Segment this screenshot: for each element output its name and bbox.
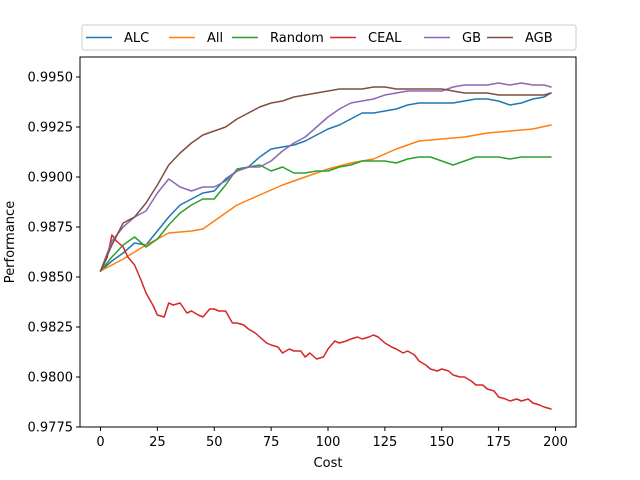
y-tick-label: 0.9800 xyxy=(28,371,74,386)
series-layer xyxy=(99,82,552,410)
x-axis-label: Cost xyxy=(314,456,343,471)
y-axis: 0.9775 0.9800 0.9825 0.9850 0.9875 0.9900 0.99… xyxy=(28,71,80,436)
legend-label-agb: AGB xyxy=(525,31,553,46)
x-tick-label: 200 xyxy=(543,435,568,450)
x-tick-label: 100 xyxy=(316,435,341,450)
legend-label-all: All xyxy=(207,31,223,46)
y-axis-label: Performance xyxy=(3,201,18,283)
x-tick-label: 150 xyxy=(429,435,454,450)
x-tick-label: 75 xyxy=(263,435,280,450)
legend-label-random: Random xyxy=(270,31,324,46)
series-line-random xyxy=(99,156,552,272)
x-tick-label: 25 xyxy=(149,435,166,450)
y-tick-label: 0.9900 xyxy=(28,171,74,186)
x-tick-label: 175 xyxy=(486,435,511,450)
y-tick-label: 0.9875 xyxy=(28,221,74,236)
x-axis: 0 25 50 75 100 125 150 175 200 xyxy=(96,427,568,450)
y-tick-label: 0.9775 xyxy=(28,421,74,436)
series-line-agb xyxy=(99,86,552,272)
y-tick-label: 0.9950 xyxy=(28,71,74,86)
x-tick-label: 0 xyxy=(96,435,104,450)
legend: ALC All Random CEAL GB AGB xyxy=(81,24,577,51)
series-line-ceal xyxy=(99,234,552,410)
y-tick-label: 0.9825 xyxy=(28,321,74,336)
series-line-gb xyxy=(99,82,552,272)
series-line-alc xyxy=(99,92,552,272)
legend-label-gb: GB xyxy=(462,31,481,46)
y-tick-label: 0.9850 xyxy=(28,271,74,286)
y-tick-label: 0.9925 xyxy=(28,121,74,136)
x-tick-label: 125 xyxy=(372,435,397,450)
legend-frame xyxy=(81,24,577,51)
legend-label-alc: ALC xyxy=(124,31,149,46)
x-tick-label: 50 xyxy=(206,435,223,450)
legend-label-ceal: CEAL xyxy=(368,31,402,46)
series-line-all xyxy=(99,124,552,272)
